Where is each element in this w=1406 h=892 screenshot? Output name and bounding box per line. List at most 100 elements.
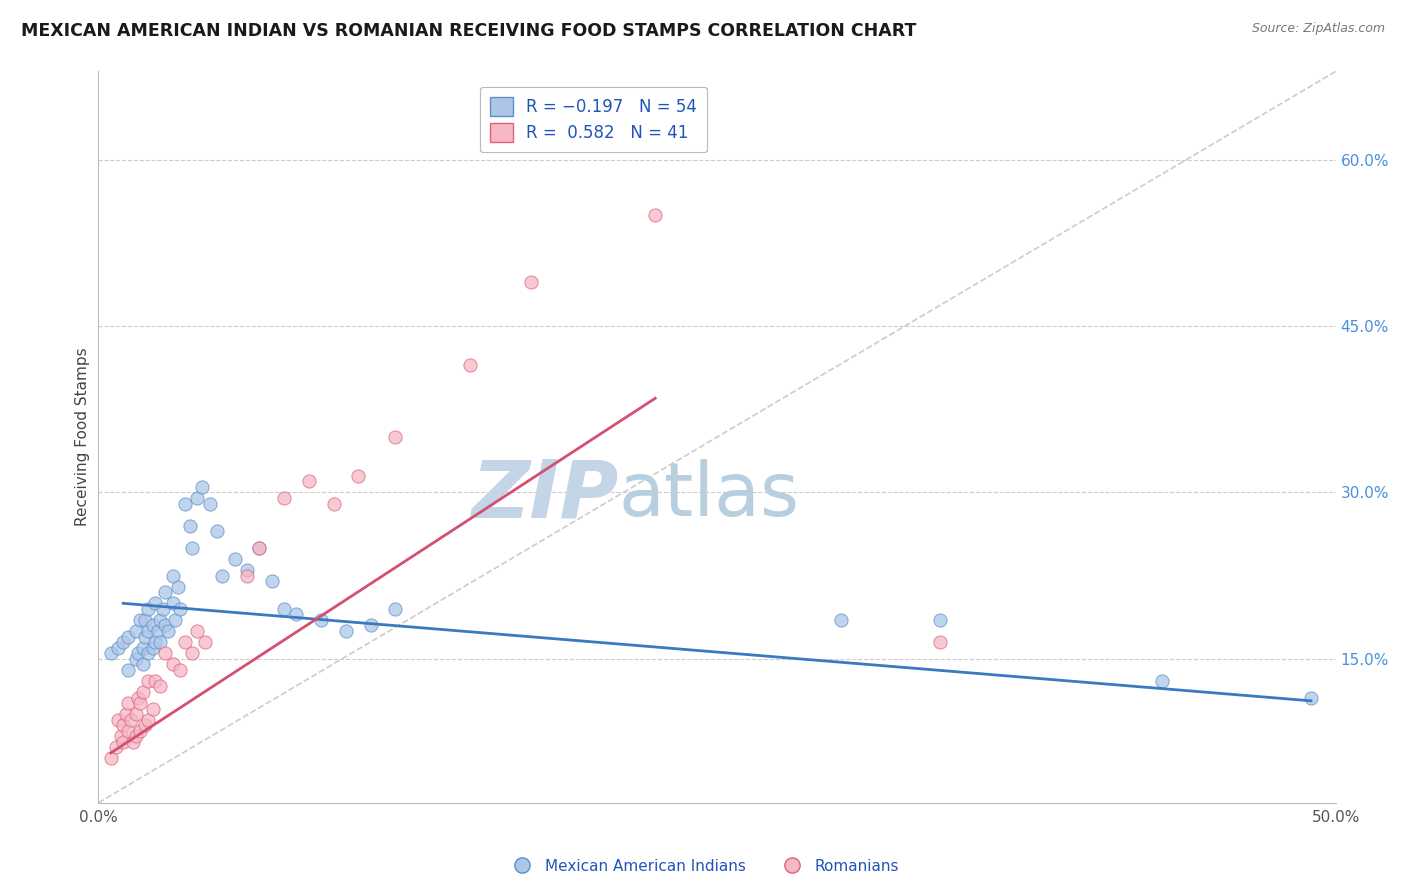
Point [322,497,344,511]
Point [384,602,406,616]
Point [1152,673,1174,688]
Point [129,723,152,738]
Point [114,707,136,722]
Point [107,713,129,727]
Point [181,541,204,555]
Point [298,475,321,489]
Point [132,685,155,699]
Point [122,735,145,749]
Point [142,701,165,715]
Point [112,718,135,732]
Point [136,624,159,638]
Point [247,541,270,555]
Point [194,635,217,649]
Point [129,696,152,710]
Point [155,618,177,632]
Point [174,497,197,511]
Point [458,358,481,372]
Point [273,491,295,505]
Point [100,646,122,660]
Point [347,468,370,483]
Point [224,552,246,566]
Point [146,624,169,638]
Point [100,751,122,765]
Point [1299,690,1322,705]
Point [132,640,155,655]
Point [149,680,172,694]
Point [124,624,146,638]
Point [127,646,149,660]
Point [149,613,172,627]
Point [186,491,208,505]
Point [117,630,139,644]
Point [124,651,146,665]
Point [155,585,177,599]
Point [335,624,357,638]
Point [155,646,177,660]
Point [107,640,129,655]
Point [162,568,184,582]
Point [143,635,166,649]
Point [162,657,184,672]
Point [149,635,172,649]
Point [644,209,666,223]
Point [236,568,259,582]
Point [928,613,950,627]
Point [136,646,159,660]
Point [142,618,165,632]
Point [247,541,270,555]
Point [169,602,191,616]
Point [520,275,543,289]
Point [112,635,135,649]
Point [143,596,166,610]
Point [174,635,197,649]
Point [136,673,159,688]
Point [186,624,208,638]
Point [134,613,156,627]
Point [117,696,139,710]
Point [136,713,159,727]
Text: Source: ZipAtlas.com: Source: ZipAtlas.com [1251,22,1385,36]
Text: MEXICAN AMERICAN INDIAN VS ROMANIAN RECEIVING FOOD STAMPS CORRELATION CHART: MEXICAN AMERICAN INDIAN VS ROMANIAN RECE… [21,22,917,40]
Point [179,518,201,533]
Point [110,729,132,743]
Point [156,624,179,638]
Point [120,713,142,727]
Point [143,673,166,688]
Point [285,607,308,622]
Point [134,718,156,732]
Point [169,663,191,677]
Point [124,729,146,743]
Point [211,568,233,582]
Point [134,630,156,644]
Point [127,690,149,705]
Point [104,740,127,755]
Point [165,613,187,627]
Point [136,602,159,616]
Text: atlas: atlas [619,459,799,533]
Point [260,574,283,589]
Point [162,596,184,610]
Point [236,563,259,577]
Point [129,613,152,627]
Point [166,580,188,594]
Y-axis label: Receiving Food Stamps: Receiving Food Stamps [75,348,90,526]
Point [112,735,135,749]
Point [117,663,139,677]
Point [384,430,406,444]
Point [928,635,950,649]
Point [142,640,165,655]
Legend: R = −0.197   N = 54, R =  0.582   N = 41: R = −0.197 N = 54, R = 0.582 N = 41 [479,87,707,153]
Point [205,524,228,539]
Point [273,602,295,616]
Point [191,480,214,494]
Point [117,723,139,738]
Text: ZIP: ZIP [471,457,619,534]
Point [360,618,382,632]
Point [309,613,332,627]
Point [152,602,174,616]
Point [124,707,146,722]
Legend: Mexican American Indians, Romanians: Mexican American Indians, Romanians [501,853,905,880]
Point [830,613,852,627]
Point [181,646,204,660]
